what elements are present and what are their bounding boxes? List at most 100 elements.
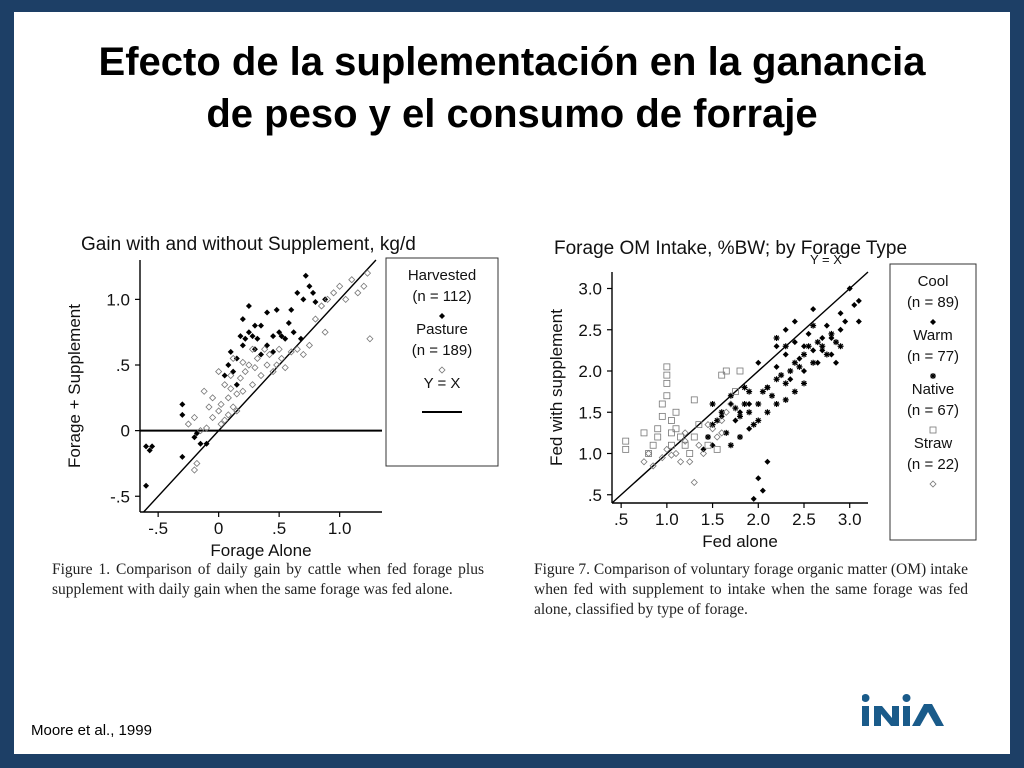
point-native [649,441,657,449]
point-warm [782,343,789,350]
point-pasture [190,466,199,474]
point-straw [681,429,689,437]
intake-chart: Forage OM Intake, %BW; by Forage Type .5 1… [524,222,984,557]
point-pasture [184,420,192,428]
point-cool [718,413,725,420]
point-warm [750,421,757,428]
point-cool [746,401,753,407]
point-harvested [294,289,301,296]
point-warm [837,343,844,350]
point-harvested [225,362,232,368]
series-harvested [143,272,329,489]
point-cool [855,297,862,304]
point-warm [764,384,771,391]
point-straw [677,458,685,466]
point-warm [778,372,785,379]
point-harvested [276,329,283,336]
point-warm [746,388,753,395]
point-pasture [253,354,261,363]
chart-title: Gain with and without Supplement, kg/d [81,234,416,255]
point-harvested [239,342,246,349]
point-pasture [221,381,229,389]
point-straw [686,458,694,466]
point-native [668,441,675,449]
point-warm [773,376,780,383]
point-native [695,421,703,429]
point-warm [769,392,775,399]
y-tick-label: 1.0 [106,290,130,309]
y-tick-label: 1.0 [578,445,602,464]
point-pasture [215,367,223,376]
point-native [668,417,675,424]
point-harvested [143,443,150,450]
legend-marker [438,366,446,374]
point-harvested [302,272,309,279]
y-axis-label: Fed with supplement [547,309,566,466]
y-tick-label: 1.5 [578,403,602,422]
point-pasture [330,289,338,297]
point-pasture [269,367,277,376]
point-native [690,396,698,404]
point-cool [732,417,739,424]
point-pasture [251,364,259,372]
legend-marker [930,373,936,379]
point-straw [690,478,698,486]
point-warm [796,363,803,370]
legend-count: (n = 22) [907,456,959,473]
point-warm [819,343,826,350]
point-cool [805,330,812,337]
point-pasture [342,295,350,303]
point-cool [810,347,817,354]
point-warm [727,442,734,449]
point-cool [787,376,794,383]
point-harvested [251,322,258,329]
y-tick-label: -.5 [110,487,130,506]
point-cool [796,355,803,362]
point-native [677,433,684,441]
point-harvested [312,299,319,305]
legend-label: Pasture [416,321,468,338]
point-warm [801,351,807,358]
x-tick-label: 3.0 [838,510,862,529]
gain-chart-svg: Gain with and without Supplement, kg/d -.… [65,234,499,560]
point-cool [746,425,753,432]
point-cool [764,458,771,465]
x-axis-label: Forage Alone [210,541,311,560]
point-native [668,429,675,437]
inia-logo [862,694,944,726]
legend-label: Cool [918,273,949,290]
point-harvested [149,443,156,450]
point-harvested [282,335,289,342]
point-pasture [236,374,244,382]
point-straw [718,429,726,437]
point-native [718,371,726,379]
point-native [690,433,698,441]
point-straw [704,421,712,429]
point-straw [699,449,707,458]
point-pasture [265,350,274,359]
x-tick-label: 1.5 [701,510,725,529]
point-harvested [258,322,264,329]
point-straw [645,449,653,458]
point-pasture [366,335,374,343]
point-native [713,445,721,453]
point-harvested [221,372,228,379]
point-harvested [306,283,313,290]
title-line-1: Efecto de la suplementación en la gananc… [98,40,926,84]
point-pasture [227,385,235,393]
legend-count: (n = 67) [907,402,959,419]
point-warm [705,434,711,440]
point-pasture [245,361,253,369]
legend-label: Native [912,381,955,398]
point-harvested [230,368,237,375]
point-warm [773,335,780,341]
point-cool [828,351,835,358]
point-straw [681,437,689,445]
point-warm [746,409,753,416]
point-pasture [363,269,372,277]
x-tick-label: 1.0 [655,510,679,529]
point-cool [755,475,762,482]
point-pasture [221,416,229,424]
point-cool [755,359,762,366]
point-pasture [278,354,286,363]
